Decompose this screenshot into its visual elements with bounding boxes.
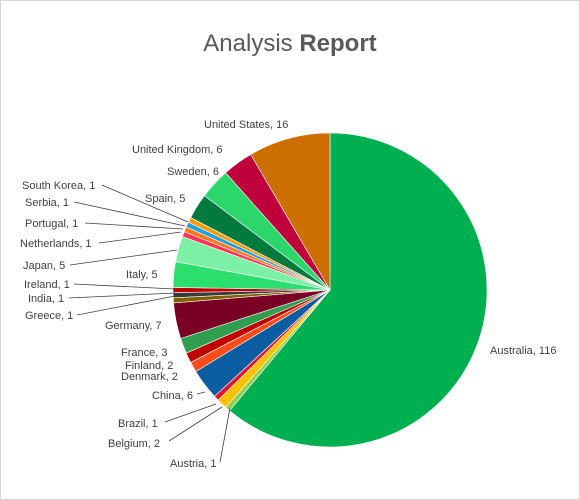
leader-line-south-korea xyxy=(101,184,189,223)
pie-slice-australia xyxy=(229,132,488,448)
leader-line-china xyxy=(196,391,206,395)
data-label-ireland: Ireland, 1 xyxy=(24,279,70,291)
leader-line-japan xyxy=(69,249,178,266)
data-label-greece: Greece, 1 xyxy=(25,310,73,322)
data-label-serbia: Serbia, 1 xyxy=(25,197,69,209)
data-label-belgium: Belgium, 2 xyxy=(108,438,160,450)
data-label-united-kingdom: United Kingdom, 6 xyxy=(132,144,223,156)
leader-line-serbia xyxy=(73,201,186,227)
data-label-denmark: Denmark, 2 xyxy=(121,371,178,383)
leader-line-portugal xyxy=(84,222,184,230)
leader-line-ireland xyxy=(73,283,176,290)
data-label-portugal: Portugal, 1 xyxy=(25,218,78,230)
data-label-spain: Spain, 5 xyxy=(145,193,185,205)
data-label-india: India, 1 xyxy=(28,293,64,305)
leader-line-netherlands xyxy=(98,231,182,244)
data-label-japan: Japan, 5 xyxy=(23,260,65,272)
data-label-netherlands: Netherlands, 1 xyxy=(20,238,92,250)
data-label-finland: Finland, 2 xyxy=(125,360,173,372)
data-label-sweden: Sweden, 6 xyxy=(167,166,219,178)
leader-line-brazil xyxy=(164,403,217,423)
pie-slice-united-states xyxy=(250,132,331,292)
leader-line-belgium xyxy=(168,406,223,442)
title-part-2: Report xyxy=(299,30,377,57)
data-label-australia: Australia, 116 xyxy=(490,345,556,357)
data-label-united-states: United States, 16 xyxy=(204,119,288,131)
data-label-south-korea: South Korea, 1 xyxy=(22,180,95,192)
leader-line-greece xyxy=(76,295,176,316)
leader-line-india xyxy=(68,292,176,299)
chart-title: Analysis Report xyxy=(0,30,580,58)
title-part-1: Analysis xyxy=(203,30,293,57)
data-label-germany: Germany, 7 xyxy=(105,320,162,332)
data-label-italy: Italy, 5 xyxy=(126,269,158,281)
leader-line-austria xyxy=(219,407,231,463)
data-label-france: France, 3 xyxy=(121,347,167,359)
data-label-austria: Austria, 1 xyxy=(170,458,216,470)
data-label-brazil: Brazil, 1 xyxy=(118,418,158,430)
data-label-china: China, 6 xyxy=(152,390,193,402)
